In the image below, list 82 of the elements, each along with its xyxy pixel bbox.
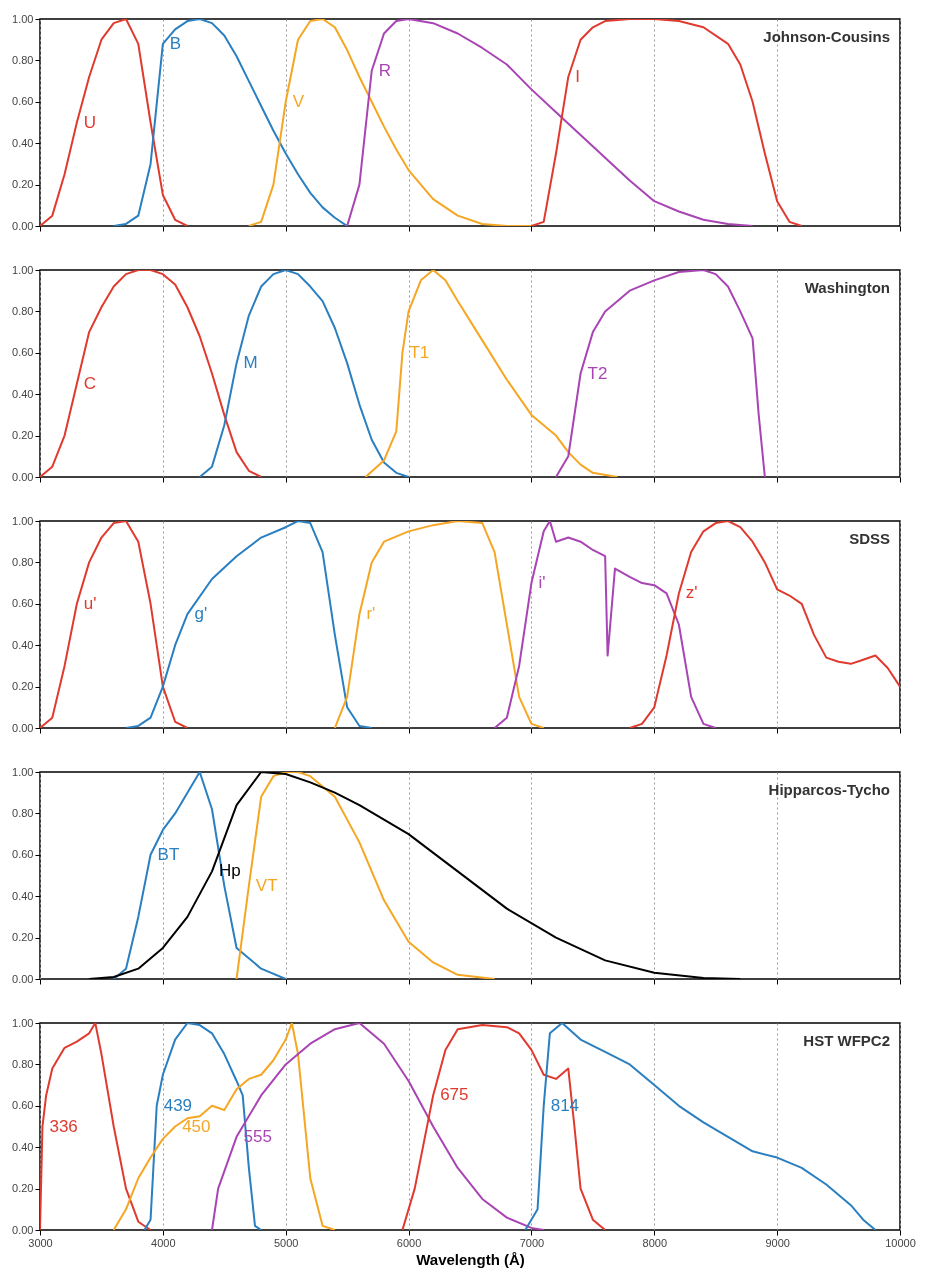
y-tick-label: 1.00 — [12, 514, 34, 527]
series-label: g' — [194, 604, 208, 624]
series-label: T2 — [587, 363, 608, 383]
series-label: BT — [157, 844, 180, 864]
line-series — [333, 521, 545, 728]
line-series — [247, 19, 533, 226]
x-tick-label: 5000 — [273, 1236, 299, 1249]
y-tick-label: 0.80 — [12, 53, 34, 66]
y-tick-label: 0.20 — [12, 1182, 34, 1195]
line-series — [40, 521, 189, 728]
x-tick-label: 6000 — [396, 1236, 422, 1249]
x-tick-label: 10000 — [885, 1236, 916, 1249]
y-tick-label: 0.20 — [12, 178, 34, 191]
line-series — [40, 1023, 152, 1230]
y-tick-label: 1.00 — [12, 12, 34, 25]
text: SDSS — [849, 530, 890, 547]
line-series — [112, 1023, 336, 1230]
y-tick-label: 0.80 — [12, 555, 34, 568]
text: Hipparcos-Tycho — [768, 781, 890, 798]
x-tick-label: 8000 — [642, 1236, 668, 1249]
y-tick-label: 0.60 — [12, 597, 34, 610]
series-label: 675 — [440, 1085, 469, 1105]
y-tick-label: 0.20 — [12, 429, 34, 442]
line-series — [112, 19, 349, 226]
x-axis-title: Wavelength (Å) — [416, 1250, 525, 1268]
y-tick-label: 1.00 — [12, 1016, 34, 1029]
y-tick-label: 0.40 — [12, 1140, 34, 1153]
x-tick-label: 4000 — [151, 1236, 176, 1249]
y-tick-label: 0.60 — [12, 346, 34, 359]
line-series — [628, 521, 900, 728]
y-tick-label: 0.60 — [12, 1099, 34, 1112]
y-tick-label: 0.60 — [12, 848, 34, 861]
y-tick-label: 0.20 — [12, 680, 34, 693]
y-tick-label: 0.40 — [12, 638, 34, 651]
y-tick-label: 0.00 — [12, 972, 34, 985]
y-tick-label: 1.00 — [12, 765, 34, 778]
series-label: I — [575, 66, 581, 86]
series-label: VT — [255, 875, 278, 895]
y-tick-label: 0.60 — [12, 95, 34, 108]
series-label: 439 — [163, 1095, 193, 1115]
y-tick-label: 0.00 — [12, 219, 34, 232]
y-tick-label: 0.80 — [12, 806, 34, 819]
line-series — [112, 772, 287, 979]
y-tick-label: 0.00 — [12, 1223, 34, 1236]
series-label: i' — [538, 573, 546, 593]
line-series — [125, 521, 373, 728]
line-series — [364, 270, 619, 477]
series-label: R — [378, 60, 391, 80]
y-tick-label: 0.00 — [12, 721, 34, 734]
series-label: U — [83, 112, 97, 132]
y-tick-label: 0.80 — [12, 304, 34, 317]
series-label: V — [292, 91, 305, 111]
line-series — [211, 1023, 545, 1230]
line-series — [401, 1024, 607, 1230]
line-series — [40, 19, 189, 226]
text: Washington — [804, 279, 890, 296]
series-label: r' — [366, 604, 376, 624]
series-label: M — [243, 353, 258, 373]
y-tick-label: 0.80 — [12, 1057, 34, 1070]
line-series — [40, 270, 263, 477]
x-tick-label: 7000 — [519, 1236, 545, 1249]
series-label: T1 — [409, 342, 430, 362]
line-series — [198, 270, 410, 477]
series-label: u' — [83, 593, 97, 613]
series-label: 450 — [182, 1116, 211, 1136]
line-series — [555, 270, 766, 477]
text: HST WFPC2 — [803, 1032, 890, 1049]
text: Johnson-Cousins — [763, 28, 890, 45]
series-label: B — [169, 33, 182, 53]
y-tick-label: 0.40 — [12, 136, 34, 149]
y-tick-label: 0.00 — [12, 470, 34, 483]
y-tick-label: 0.20 — [12, 931, 34, 944]
y-tick-label: 0.40 — [12, 889, 34, 902]
y-tick-label: 1.00 — [12, 263, 34, 276]
line-series — [346, 19, 754, 226]
line-series — [493, 521, 717, 728]
series-label: C — [83, 373, 97, 393]
x-tick-label: 9000 — [765, 1236, 790, 1249]
series-label: z' — [685, 583, 698, 603]
y-tick-label: 0.40 — [12, 387, 34, 400]
x-tick-label: 3000 — [28, 1236, 53, 1249]
series-label: 336 — [49, 1116, 78, 1136]
